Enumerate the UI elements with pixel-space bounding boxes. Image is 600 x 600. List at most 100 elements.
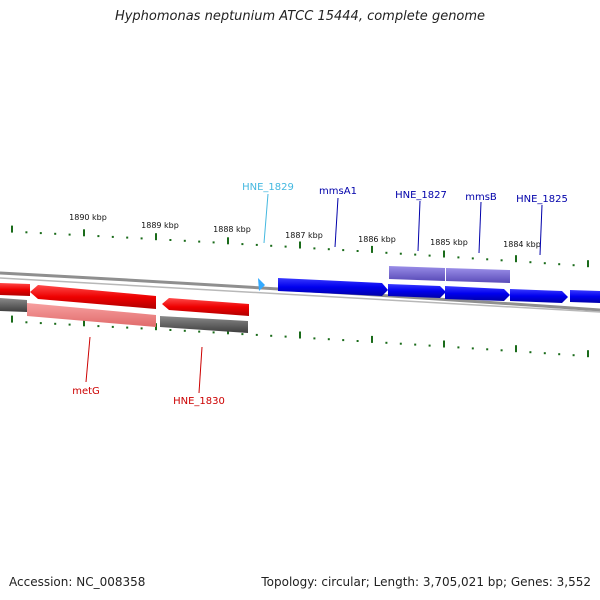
gene-label-HNE_1829[interactable]: HNE_1829 (242, 182, 294, 193)
map-title: Hyphomonas neptunium ATCC 15444, complet… (114, 9, 486, 24)
major-tick (299, 241, 301, 249)
minor-tick (284, 335, 287, 338)
gene-feature-HNE_1825[interactable] (510, 289, 568, 303)
major-tick (83, 229, 85, 237)
minor-tick (399, 342, 402, 345)
minor-tick (140, 327, 143, 330)
rna-feature-reverse[interactable] (0, 298, 27, 312)
label-line-mmsB (478, 201, 482, 254)
major-tick (11, 225, 13, 233)
rna-feature-HNE_1827[interactable] (389, 266, 445, 281)
minor-tick (342, 339, 345, 342)
minor-tick (68, 233, 71, 236)
minor-tick (486, 348, 489, 351)
minor-tick (68, 323, 71, 326)
major-tick (371, 335, 373, 343)
label-line-HNE_1827 (417, 200, 421, 252)
gene-label-HNE_1830[interactable]: HNE_1830 (173, 396, 225, 407)
minor-tick (500, 349, 503, 352)
minor-tick (558, 353, 561, 356)
tick-marks-outer (11, 225, 589, 268)
tick-label: 1885 kbp (430, 238, 468, 247)
minor-tick (255, 333, 258, 336)
major-tick (443, 340, 445, 348)
major-tick (227, 237, 229, 245)
label-line-metG (85, 336, 91, 383)
major-tick (515, 345, 517, 353)
tick-label: 1888 kbp (213, 225, 251, 234)
gene-feature-HNE_1830[interactable] (162, 298, 249, 316)
gene-label-mmsA1[interactable]: mmsA1 (319, 186, 357, 197)
rna-feature-metG[interactable] (27, 303, 156, 327)
label-line-HNE_1825 (539, 204, 543, 256)
minor-tick (428, 254, 431, 257)
minor-tick (25, 231, 28, 234)
minor-tick (327, 338, 330, 341)
minor-tick (385, 251, 388, 254)
minor-tick (169, 329, 172, 331)
gene-label-metG[interactable]: metG (72, 386, 100, 397)
minor-tick (255, 243, 258, 246)
minor-tick (356, 340, 359, 342)
minor-tick (198, 330, 201, 333)
minor-tick (270, 244, 273, 247)
gene-feature-HNE_1827[interactable] (388, 284, 446, 298)
rna-feature-HNE_1830[interactable] (160, 316, 248, 333)
minor-tick (270, 334, 273, 337)
minor-tick (414, 343, 417, 346)
minor-tick (284, 245, 287, 248)
minor-tick (198, 240, 201, 243)
label-line-mmsA1 (334, 197, 339, 248)
minor-tick (39, 232, 42, 235)
minor-tick (25, 321, 28, 324)
gene-label-HNE_1827[interactable]: HNE_1827 (395, 190, 447, 201)
gene-feature-mmsA1[interactable] (278, 278, 388, 296)
major-tick (587, 260, 589, 268)
gene-feature-mmsB[interactable] (445, 286, 510, 301)
major-tick (587, 350, 589, 358)
minor-tick (241, 243, 244, 246)
minor-tick (212, 241, 215, 244)
label-line-HNE_1830 (198, 346, 203, 394)
minor-tick (97, 235, 100, 238)
minor-tick (385, 341, 388, 344)
minor-tick (543, 262, 546, 265)
tick-label: 1887 kbp (285, 231, 323, 240)
gene-feature-metG[interactable] (30, 285, 156, 309)
minor-tick (572, 264, 575, 267)
tick-label: 1886 kbp (358, 235, 396, 244)
rna-feature-mmsB[interactable] (446, 268, 510, 283)
minor-tick (414, 253, 417, 256)
major-tick (371, 245, 373, 253)
minor-tick (457, 256, 460, 259)
minor-tick (97, 325, 100, 328)
tick-label: 1884 kbp (503, 240, 541, 249)
minor-tick (428, 344, 431, 347)
gene-label-HNE_1825[interactable]: HNE_1825 (516, 194, 568, 205)
gene-feature-reverse[interactable] (0, 283, 30, 296)
gene-label-mmsB[interactable]: mmsB (465, 192, 497, 203)
minor-tick (471, 347, 474, 350)
minor-tick (313, 337, 316, 340)
minor-tick (39, 322, 42, 325)
minor-tick (183, 239, 186, 242)
minor-tick (140, 237, 143, 240)
minor-tick (500, 259, 503, 262)
minor-tick (486, 258, 489, 261)
minor-tick (183, 329, 186, 332)
major-tick (443, 250, 445, 258)
accession-text: Accession: NC_008358 (9, 575, 146, 589)
major-tick (299, 331, 301, 339)
minor-tick (126, 236, 129, 239)
minor-tick (529, 261, 532, 264)
major-tick (11, 315, 13, 323)
minor-tick (572, 354, 575, 357)
major-tick (515, 255, 517, 263)
minor-tick (313, 247, 316, 250)
minor-tick (169, 239, 172, 241)
major-tick (83, 319, 85, 327)
gene-feature-forward[interactable] (570, 290, 600, 303)
tick-label: 1889 kbp (141, 221, 179, 230)
gene-marker-HNE_1829[interactable] (258, 278, 265, 291)
